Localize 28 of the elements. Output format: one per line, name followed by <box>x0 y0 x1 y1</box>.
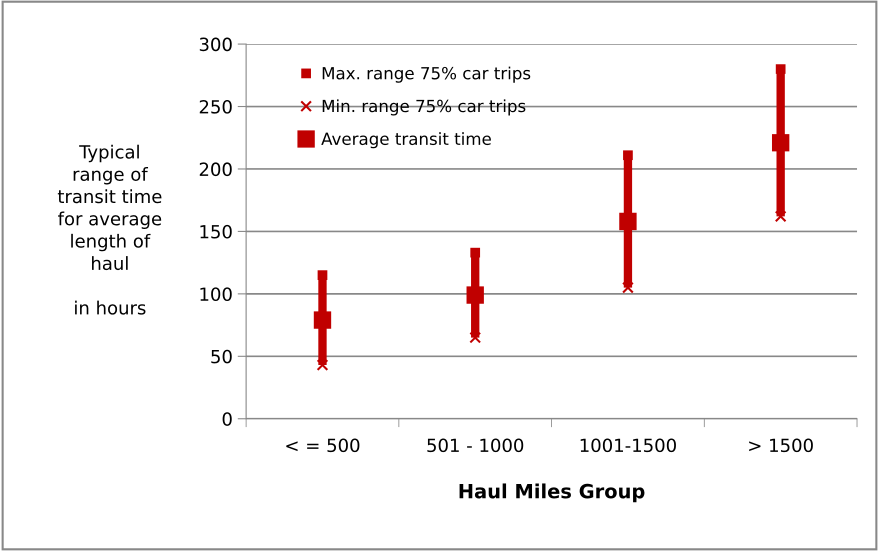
y-tick-label: 50 <box>211 350 232 364</box>
point <box>314 311 332 329</box>
legend-label: Min. range 75% car trips <box>322 99 526 116</box>
x-tick-label: 1001-1500 <box>580 438 676 452</box>
y-tick-label: 200 <box>200 162 232 176</box>
point <box>469 332 482 344</box>
point <box>622 282 634 294</box>
point <box>776 64 786 74</box>
x-axis-title: Haul Miles Group <box>460 483 644 502</box>
y-tick-label: 100 <box>200 287 232 301</box>
point <box>316 359 328 371</box>
legend-label: Average transit time <box>321 132 491 148</box>
text: Typical range of transit time for average length of haul in hours <box>58 144 162 315</box>
point <box>470 248 480 258</box>
point <box>318 270 328 280</box>
x-tick-label: < = 500 <box>286 438 360 452</box>
y-tick-label: 300 <box>200 38 232 52</box>
y-tick-label: 250 <box>200 100 232 114</box>
point <box>772 134 790 152</box>
y-tick-label: 0 <box>222 412 232 426</box>
point <box>623 150 633 160</box>
x-tick-label: 501 - 1000 <box>427 438 524 452</box>
point <box>619 212 637 230</box>
point <box>466 286 484 304</box>
x-tick-label: > 1500 <box>749 438 813 452</box>
legend-label: Max. range 75% car trips <box>322 66 530 83</box>
point <box>774 210 787 222</box>
y-tick-label: 150 <box>200 224 232 239</box>
